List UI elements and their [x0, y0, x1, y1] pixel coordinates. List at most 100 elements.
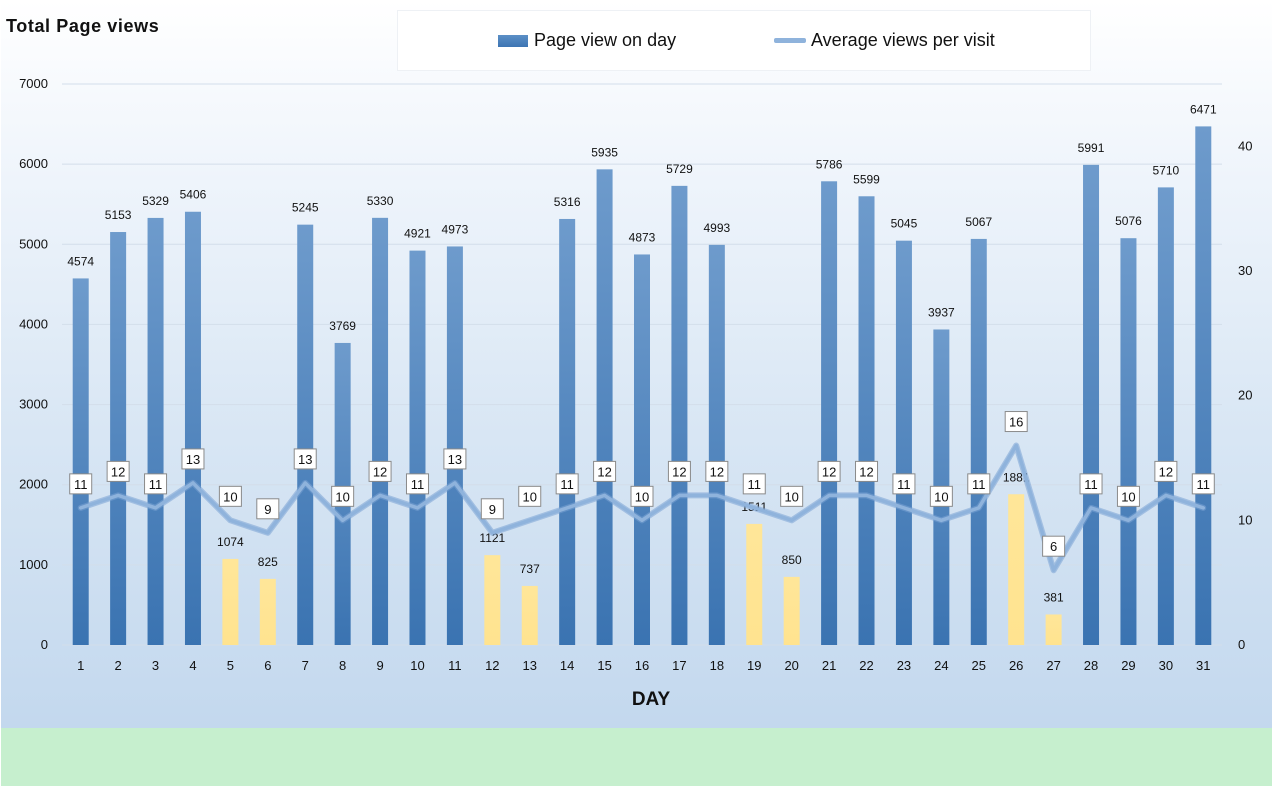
avg-label-text: 12 — [373, 464, 387, 479]
x-tick-label: 27 — [1046, 658, 1060, 673]
avg-label-text: 6 — [1050, 539, 1057, 554]
legend-label-average-views: Average views per visit — [811, 30, 995, 50]
avg-data-label: 12 — [593, 460, 617, 482]
bar-data-label: 4873 — [629, 230, 656, 244]
avg-label-box — [855, 460, 879, 482]
avg-label-box — [780, 485, 804, 507]
avg-label-text: 11 — [748, 477, 762, 492]
x-tick-label: 3 — [152, 658, 159, 673]
avg-data-label: 11 — [1079, 473, 1103, 495]
avg-label-box — [892, 473, 916, 495]
avg-data-label: 13 — [181, 448, 205, 470]
y2-tick-label: 20 — [1238, 388, 1252, 403]
x-tick-label: 5 — [227, 658, 234, 673]
avg-label-box — [1116, 485, 1140, 507]
y-axis: 0 1000 2000 3000 4000 5000 6000 7000 — [19, 76, 48, 652]
avg-label-text: 12 — [1159, 464, 1173, 479]
avg-label-box — [480, 498, 504, 520]
bar — [184, 211, 201, 645]
bar — [1083, 164, 1100, 645]
avg-label-text: 10 — [335, 489, 349, 504]
avg-data-label: 12 — [817, 460, 841, 482]
legend-bar-swatch — [498, 34, 528, 47]
x-tick-label: 15 — [597, 658, 611, 673]
avg-data-label: 11 — [69, 473, 93, 495]
avg-label-text: 12 — [822, 464, 836, 479]
bar-data-label: 5153 — [105, 208, 132, 222]
bar — [559, 218, 576, 645]
bar-data-label: 5330 — [367, 194, 394, 208]
bar-weekend — [259, 578, 276, 645]
bar-data-label: 1074 — [217, 535, 244, 549]
bar-data-label: 737 — [520, 562, 540, 576]
x-tick-label: 4 — [189, 658, 196, 673]
avg-label-box — [256, 498, 280, 520]
x-tick-label: 12 — [485, 658, 499, 673]
bar — [72, 278, 89, 645]
x-tick-label: 13 — [523, 658, 537, 673]
avg-line-path — [78, 443, 1206, 572]
x-tick-label: 23 — [897, 658, 911, 673]
avg-data-label: 11 — [144, 473, 168, 495]
bar — [409, 250, 426, 645]
avg-data-label: 9 — [480, 498, 504, 520]
bar — [895, 240, 912, 645]
avg-label-text: 11 — [1084, 477, 1098, 492]
bar-data-label: 5076 — [1115, 214, 1142, 228]
avg-label-text: 13 — [298, 452, 312, 467]
y-tick-label: 4000 — [19, 316, 48, 331]
avg-data-label: 12 — [705, 460, 729, 482]
y2-tick-label: 40 — [1238, 138, 1252, 153]
avg-label-text: 10 — [784, 489, 798, 504]
x-tick-label: 17 — [672, 658, 686, 673]
avg-data-label: 11 — [892, 473, 916, 495]
avg-label-box — [1191, 473, 1215, 495]
x-tick-label: 21 — [822, 658, 836, 673]
bar-data-label: 5245 — [292, 201, 319, 215]
y-tick-label: 7000 — [19, 76, 48, 91]
y-tick-label: 6000 — [19, 156, 48, 171]
x-tick-label: 2 — [115, 658, 122, 673]
avg-label-text: 12 — [597, 464, 611, 479]
avg-label-text: 12 — [710, 464, 724, 479]
avg-label-box — [181, 448, 205, 470]
bar — [970, 238, 987, 645]
avg-label-box — [331, 485, 355, 507]
avg-labels: 11 12 11 13 10 9 13 10 12 11 13 9 10 11 12 10 12 12 11 10 12… — [69, 411, 1215, 557]
avg-label-text: 13 — [186, 452, 200, 467]
x-tick-label: 25 — [972, 658, 986, 673]
y-tick-label: 2000 — [19, 477, 48, 492]
avg-label-text: 12 — [672, 464, 686, 479]
x-tick-label: 8 — [339, 658, 346, 673]
avg-label-text: 10 — [635, 489, 649, 504]
avg-data-label: 12 — [1154, 460, 1178, 482]
x-tick-label: 9 — [376, 658, 383, 673]
avg-line — [77, 442, 1207, 574]
avg-label-text: 12 — [111, 464, 125, 479]
avg-label-text: 11 — [972, 477, 986, 492]
x-tick-label: 11 — [448, 658, 462, 673]
avg-label-text: 10 — [934, 489, 948, 504]
avg-data-label: 11 — [555, 473, 579, 495]
avg-label-box — [293, 448, 317, 470]
bar-weekend — [521, 585, 538, 645]
bar-weekend — [484, 555, 501, 645]
bar-data-label: 4993 — [703, 221, 730, 235]
avg-label-text: 9 — [264, 502, 271, 517]
bar — [708, 244, 725, 645]
avg-label-text: 11 — [897, 477, 911, 492]
avg-label-box — [405, 473, 429, 495]
bar — [372, 217, 389, 646]
bar-weekend — [1008, 494, 1025, 645]
x-tick-label: 28 — [1084, 658, 1098, 673]
avg-label-box — [106, 460, 130, 482]
legend-line-swatch — [774, 38, 806, 43]
avg-label-box — [742, 473, 766, 495]
x-tick-label: 1 — [77, 658, 84, 673]
legend-label-page-views: Page view on day — [534, 30, 677, 50]
x-tick-label: 18 — [710, 658, 724, 673]
chart-title: Total Page views — [6, 16, 160, 36]
bar-data-label: 5045 — [891, 217, 918, 231]
